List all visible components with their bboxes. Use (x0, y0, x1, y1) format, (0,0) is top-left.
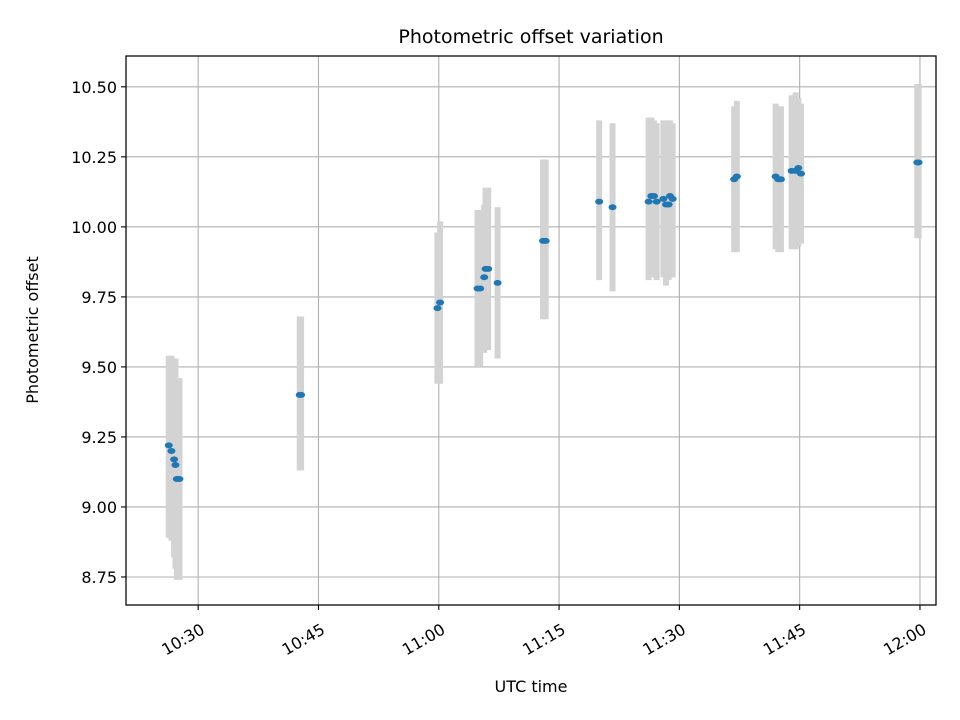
y-tick-label: 9.75 (81, 288, 117, 307)
data-point (659, 195, 668, 202)
data-point (732, 173, 741, 180)
data-point (664, 201, 673, 208)
y-tick-label: 9.50 (81, 358, 117, 377)
y-tick-label: 10.50 (71, 78, 117, 97)
y-tick-label: 8.75 (81, 568, 117, 587)
y-tick-label: 10.00 (71, 218, 117, 237)
data-point (436, 299, 445, 306)
data-point (794, 165, 803, 172)
y-axis-title: Photometric offset (23, 256, 42, 404)
data-point (480, 274, 489, 281)
chart-title: Photometric offset variation (398, 26, 663, 48)
data-point (652, 198, 661, 205)
data-point (170, 456, 179, 463)
data-points (164, 159, 923, 482)
data-point (167, 447, 176, 454)
data-point (433, 305, 442, 312)
data-point (493, 279, 502, 286)
y-tick-label: 9.00 (81, 498, 117, 517)
data-point (164, 442, 173, 449)
data-point (644, 198, 653, 205)
data-point (476, 285, 485, 292)
y-axis-ticks: 8.75 9.00 9.25 9.50 9.75 10.00 10.25 10.50 (71, 78, 126, 587)
data-point (297, 391, 306, 398)
data-point (171, 461, 180, 468)
x-axis-title: UTC time (495, 677, 568, 696)
y-tick-label: 9.25 (81, 428, 117, 447)
data-point (595, 198, 604, 205)
data-point (668, 195, 677, 202)
plot-area-frame (125, 55, 937, 606)
data-point (914, 159, 923, 166)
data-point (797, 170, 805, 177)
data-point (608, 204, 617, 211)
data-point (175, 475, 184, 482)
data-point (649, 193, 658, 200)
y-tick-label: 10.25 (71, 148, 117, 167)
data-point (541, 237, 550, 244)
data-point (776, 176, 785, 183)
data-point (484, 265, 493, 272)
